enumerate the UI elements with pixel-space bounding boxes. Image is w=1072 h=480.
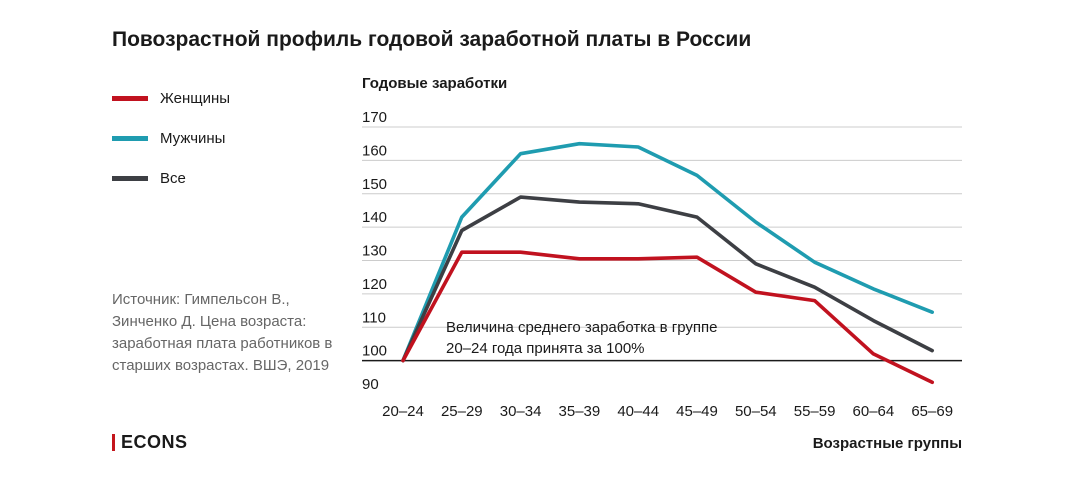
y-tick-label: 150 [362,176,387,193]
legend-label-women: Женщины [160,89,231,107]
legend-swatch-all [112,175,148,181]
series-line-all [401,195,935,363]
chart-title: Повозрастной профиль годовой заработной … [112,28,752,51]
legend-item-all: Все [112,166,332,190]
legend-label-all: Все [160,169,186,187]
y-axis-title: Годовые заработки [362,75,507,92]
y-ticks: 90 100 110 120 130 140 150 160 170 [362,109,387,393]
series-lines [401,141,935,385]
legend-item-men: Мужчины [112,126,332,150]
x-tick-label: 50–54 [735,403,777,420]
legend-swatch-women [112,95,148,101]
x-tick-label: 40–44 [617,403,659,420]
y-tick-label: 100 [362,343,387,360]
x-tick-label: 25–29 [441,403,483,420]
y-tick-label: 120 [362,276,387,293]
legend-label-men: Мужчины [160,129,226,147]
legend-swatch-men [112,135,148,141]
brand-accent-bar [112,434,115,451]
y-tick-label: 130 [362,243,387,260]
y-tick-label: 90 [362,376,379,393]
x-tick-label: 55–59 [794,403,836,420]
x-ticks: 20–24 25–29 30–34 35–39 40–44 45–49 50–54 55–59… [382,403,953,420]
x-tick-label: 35–39 [559,403,601,420]
annotation-line-2: 20–24 года принята за 100% [446,340,645,357]
x-tick-label: 65–69 [911,403,953,420]
brand-logo: ECONS [112,432,188,453]
x-axis-title: Возрастные группы [813,435,962,452]
x-tick-label: 30–34 [500,403,542,420]
legend-item-women: Женщины [112,86,332,110]
series-line-men [401,141,935,363]
y-tick-label: 170 [362,109,387,126]
y-tick-label: 110 [362,309,386,326]
brand-name: ECONS [121,432,188,452]
series-line-women [401,250,935,385]
annotation-line-1: Величина среднего заработка в группе [446,319,718,336]
source-note: Источник: Гимпельсон В., Зинченко Д. Цен… [112,291,333,374]
x-tick-label: 20–24 [382,403,424,420]
y-tick-label: 160 [362,142,387,159]
y-tick-label: 140 [362,209,387,226]
x-tick-label: 45–49 [676,403,718,420]
x-tick-label: 60–64 [853,403,895,420]
